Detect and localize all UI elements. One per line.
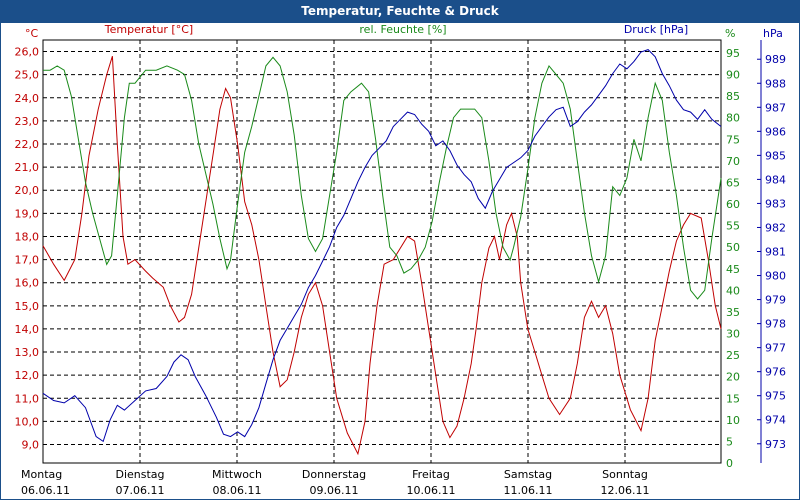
- humidity-tick-label: 20: [726, 371, 740, 384]
- pressure-tick-label: 979: [765, 294, 786, 307]
- x-date-label: 06.06.11: [21, 484, 70, 497]
- humidity-tick-label: 50: [726, 241, 740, 254]
- temp-tick-label: 18,0: [15, 230, 40, 243]
- humidity-tick-label: 75: [726, 133, 740, 146]
- pressure-tick-label: 989: [765, 53, 786, 66]
- temp-tick-label: 15,0: [15, 300, 40, 313]
- humidity-tick-label: 95: [726, 47, 740, 60]
- chart-title: Temperatur, Feuchte & Druck: [0, 0, 800, 22]
- humidity-tick-label: 30: [726, 328, 740, 341]
- humidity-tick-label: 85: [726, 90, 740, 103]
- pressure-tick-label: 976: [765, 366, 786, 379]
- temp-tick-label: 25,0: [15, 69, 40, 82]
- x-day-label: Mittwoch: [212, 468, 262, 481]
- temp-tick-label: 10,0: [15, 415, 40, 428]
- series-line-hum: [43, 56, 722, 300]
- x-date-label: 10.06.11: [407, 484, 456, 497]
- temp-tick-label: 17,0: [15, 254, 40, 267]
- chart-frame: 9,0 10,0 11,0 12,0 13,0 14,0 15,0 16,0 17,0 18,0 1…: [0, 22, 800, 500]
- x-day-label: Donnerstag: [302, 468, 366, 481]
- temp-axis-label: Temperatur [°C]: [104, 23, 193, 36]
- temp-tick-label: 14,0: [15, 323, 40, 336]
- humidity-tick-label: 45: [726, 263, 740, 276]
- temp-tick-label: 13,0: [15, 346, 40, 359]
- x-day-label: Sonntag: [602, 468, 648, 481]
- humidity-tick-label: 65: [726, 176, 740, 189]
- pressure-tick-label: 980: [765, 270, 786, 283]
- temp-tick-label: 12,0: [15, 369, 40, 382]
- pressure-tick-label: 986: [765, 125, 786, 138]
- x-date-label: 07.06.11: [116, 484, 165, 497]
- temp-unit-label: °C: [25, 27, 39, 40]
- humidity-tick-label: 80: [726, 112, 740, 125]
- pressure-tick-label: 974: [765, 414, 786, 427]
- x-day-label: Freitag: [412, 468, 450, 481]
- pressure-tick-label: 987: [765, 101, 786, 114]
- pressure-tick-label: 982: [765, 221, 786, 234]
- series-line-temp: [42, 56, 722, 456]
- x-day-label: Montag: [21, 468, 62, 481]
- humidity-tick-label: 25: [726, 349, 740, 362]
- humidity-tick-label: 10: [726, 414, 740, 427]
- x-day-label: Dienstag: [115, 468, 164, 481]
- humidity-tick-label: 70: [726, 155, 740, 168]
- pressure-unit-label: hPa: [763, 27, 783, 40]
- temp-tick-label: 16,0: [15, 277, 40, 290]
- x-day-label: Samstag: [504, 468, 552, 481]
- temp-tick-label: 26,0: [15, 46, 40, 59]
- temp-tick-label: 22,0: [15, 138, 40, 151]
- humidity-tick-label: 35: [726, 306, 740, 319]
- x-date-label: 11.06.11: [504, 484, 553, 497]
- humidity-tick-label: 90: [726, 69, 740, 82]
- temp-tick-label: 11,0: [15, 392, 40, 405]
- chart-svg: 9,0 10,0 11,0 12,0 13,0 14,0 15,0 16,0 17,0 18,0 1…: [15, 23, 787, 497]
- humidity-tick-label: 60: [726, 198, 740, 211]
- pressure-tick-label: 988: [765, 77, 786, 90]
- temp-tick-label: 23,0: [15, 115, 40, 128]
- temp-tick-label: 19,0: [15, 207, 40, 220]
- humidity-tick-label: 15: [726, 392, 740, 405]
- x-date-label: 08.06.11: [213, 484, 262, 497]
- pressure-tick-label: 983: [765, 197, 786, 210]
- x-date-label: 12.06.11: [601, 484, 650, 497]
- pressure-tick-label: 984: [765, 173, 786, 186]
- x-date-label: 09.06.11: [310, 484, 359, 497]
- pressure-tick-label: 977: [765, 342, 786, 355]
- pressure-tick-label: 985: [765, 149, 786, 162]
- humidity-tick-label: 0: [726, 457, 733, 470]
- plot-area: [42, 39, 722, 464]
- pressure-tick-label: 981: [765, 246, 786, 259]
- humidity-tick-label: 5: [726, 435, 733, 448]
- humidity-tick-label: 55: [726, 220, 740, 233]
- humidity-unit-label: %: [725, 27, 735, 40]
- pressure-tick-label: 978: [765, 318, 786, 331]
- series-line-press: [42, 49, 722, 443]
- pressure-tick-label: 975: [765, 390, 786, 403]
- humidity-tick-label: 40: [726, 284, 740, 297]
- temp-tick-label: 9,0: [22, 439, 40, 452]
- pressure-axis-label: Druck [hPa]: [624, 23, 688, 36]
- humidity-axis-label: rel. Feuchte [%]: [359, 23, 446, 36]
- temp-tick-label: 20,0: [15, 184, 40, 197]
- temp-tick-label: 21,0: [15, 161, 40, 174]
- pressure-tick-label: 973: [765, 438, 786, 451]
- temp-tick-label: 24,0: [15, 92, 40, 105]
